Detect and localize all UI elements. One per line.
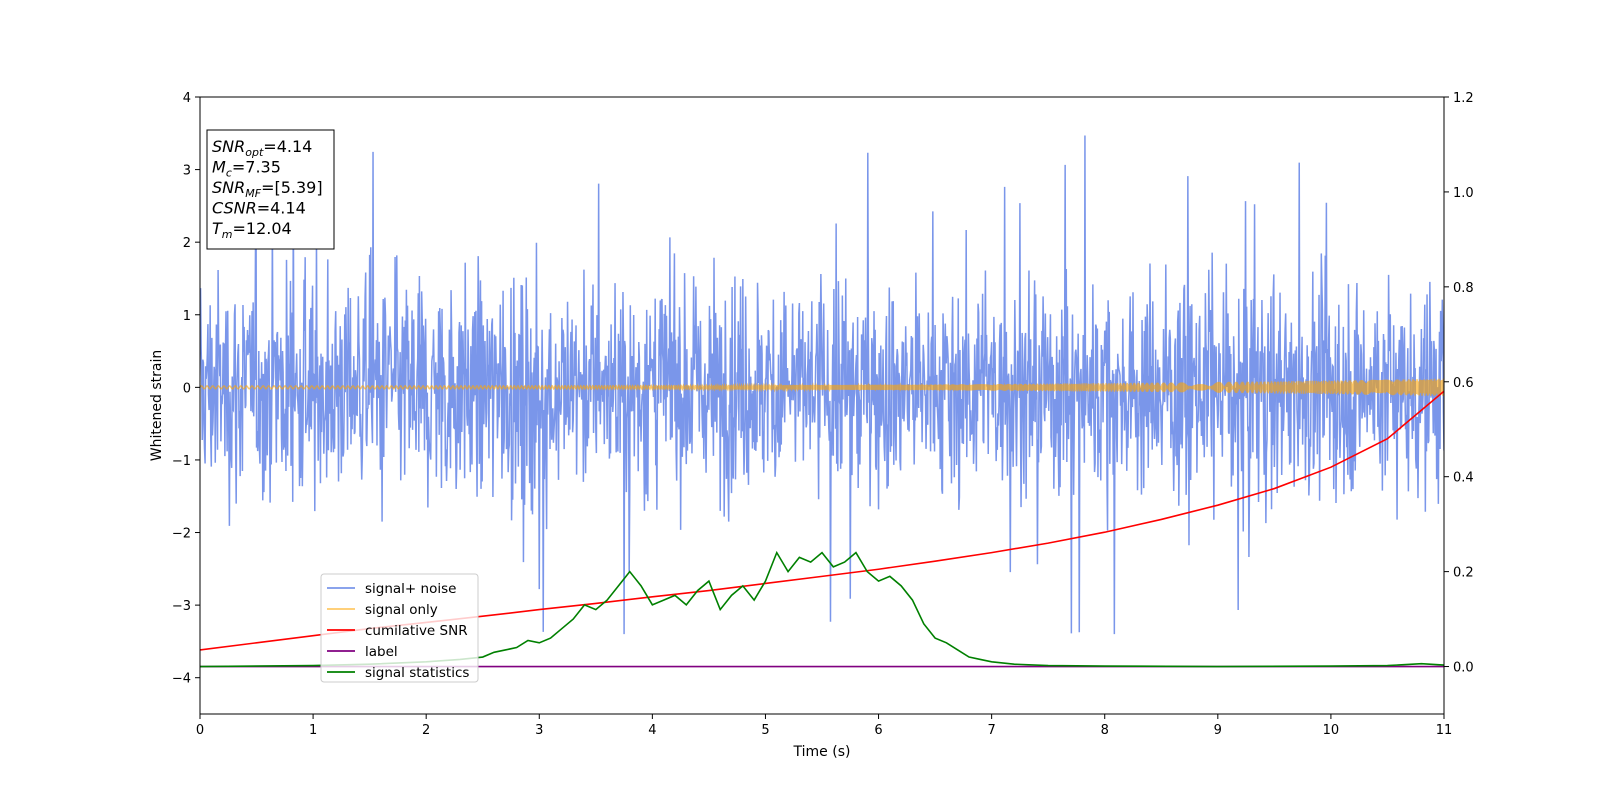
y-tick-label: −1 bbox=[172, 454, 191, 469]
y-tick-label: −3 bbox=[172, 599, 191, 614]
x-tick-label: 8 bbox=[1101, 723, 1109, 738]
annotation-box: SNRopt=4.14Mc=7.35SNRMF=[5.39]CSNR=4.14T… bbox=[206, 129, 335, 250]
legend-entry: signal only bbox=[365, 602, 438, 618]
y-tick-label: 3 bbox=[183, 164, 191, 179]
y2-tick-label: 0.0 bbox=[1453, 661, 1474, 676]
x-axis-label: Time (s) bbox=[793, 744, 851, 760]
y-tick-label: 2 bbox=[183, 236, 191, 251]
axes: 0 1 2 3 4 5 6 7 8 9 10 11 −4 −3 −2 −1 0 1 2 3 4 0.0 0.2 0.4 0.6 0… bbox=[149, 91, 1474, 760]
legend-entry: signal statistics bbox=[365, 665, 469, 681]
annotation-line: Mc=7.35 bbox=[212, 158, 281, 180]
annotation-frame bbox=[206, 129, 335, 250]
legend-frame bbox=[320, 573, 479, 683]
x-tick-label: 6 bbox=[874, 723, 882, 738]
x-tick-label: 7 bbox=[987, 723, 995, 738]
x-tick-label: 11 bbox=[1436, 723, 1453, 738]
x-tick-label: 10 bbox=[1323, 723, 1340, 738]
plot-frame bbox=[199, 96, 1445, 715]
y-tick-label: 1 bbox=[183, 309, 191, 324]
series-signal-only bbox=[200, 378, 1444, 396]
y-tick-label: −2 bbox=[172, 527, 191, 542]
x-tick-label: 5 bbox=[761, 723, 769, 738]
y2-tick-label: 0.2 bbox=[1453, 566, 1474, 581]
legend-entry: label bbox=[365, 644, 398, 660]
series-signal-noise bbox=[200, 135, 1444, 635]
x-tick-label: 4 bbox=[648, 723, 656, 738]
legend: signal+ noise signal only cumilative SNR la… bbox=[320, 573, 479, 683]
x-tick-label: 1 bbox=[309, 723, 317, 738]
y2-tick-label: 0.6 bbox=[1453, 376, 1474, 391]
x-tick-label: 9 bbox=[1214, 723, 1222, 738]
x-tick-label: 2 bbox=[422, 723, 430, 738]
y-tick-label: 0 bbox=[183, 381, 191, 396]
annotation-line: SNRopt=4.14 bbox=[212, 137, 312, 159]
y-tick-label: −4 bbox=[172, 672, 191, 687]
annotation-line: CSNR=4.14 bbox=[212, 199, 306, 218]
legend-entry: cumilative SNR bbox=[365, 623, 468, 639]
y2-tick-label: 1.0 bbox=[1453, 186, 1474, 201]
y2-tick-label: 0.8 bbox=[1453, 281, 1474, 296]
annotation-line: Tm=12.04 bbox=[212, 219, 292, 241]
y-axis-label: Whitened strain bbox=[149, 350, 165, 461]
annotation-line: SNRMF=[5.39] bbox=[212, 178, 323, 200]
y2-tick-label: 0.4 bbox=[1453, 471, 1474, 486]
y-tick-label: 4 bbox=[183, 91, 191, 106]
y2-tick-label: 1.2 bbox=[1453, 91, 1474, 106]
series-signal-statistics bbox=[200, 550, 1444, 668]
x-tick-label: 0 bbox=[196, 723, 204, 738]
x-tick-label: 3 bbox=[535, 723, 543, 738]
legend-entry: signal+ noise bbox=[365, 581, 456, 597]
